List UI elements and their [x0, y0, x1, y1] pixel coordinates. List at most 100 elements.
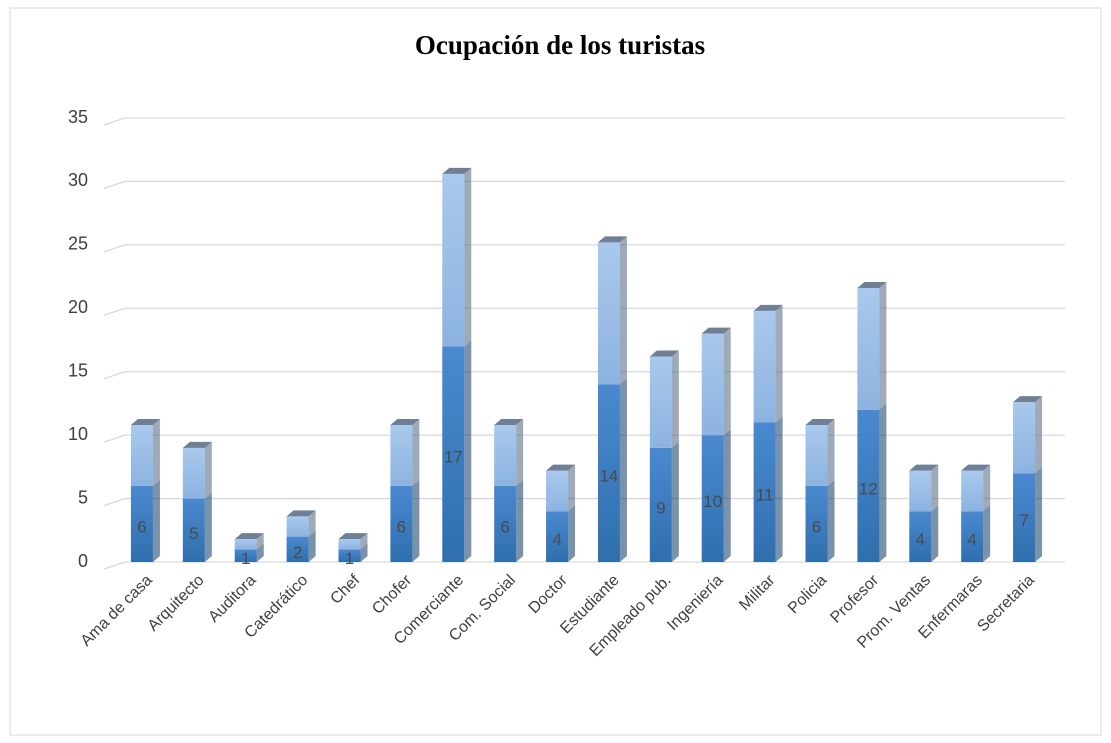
data-label: 14	[599, 467, 618, 486]
data-label: 9	[656, 498, 665, 517]
data-label: 11	[756, 486, 774, 505]
bar	[338, 539, 361, 550]
bar	[546, 470, 569, 512]
grid-line	[103, 117, 126, 126]
bar	[649, 356, 672, 448]
bar	[182, 447, 205, 499]
grid-line	[103, 371, 126, 380]
grid-line	[103, 561, 126, 570]
bar-side	[723, 429, 731, 562]
y-tick-label: 15	[68, 360, 88, 380]
chart-title: Ocupación de los turistas	[415, 30, 705, 60]
bar-side	[619, 378, 627, 562]
data-label: 6	[137, 517, 146, 536]
bar-top	[857, 281, 887, 288]
bar-side	[308, 510, 316, 537]
bar-side	[775, 304, 783, 423]
data-label: 12	[859, 479, 878, 498]
bar-side	[412, 418, 420, 486]
bar-side	[1035, 396, 1043, 474]
bar-side	[983, 464, 991, 512]
grid-line	[103, 434, 126, 443]
bar-side	[256, 533, 264, 550]
bar	[1013, 402, 1036, 474]
bar	[909, 470, 932, 512]
bar	[753, 422, 776, 562]
bar-side	[723, 327, 731, 436]
bar-side	[516, 418, 524, 486]
bar-top	[909, 464, 939, 471]
bar	[701, 435, 724, 562]
bar	[442, 173, 465, 347]
bar-side	[931, 464, 939, 512]
data-label: 7	[1019, 511, 1028, 530]
bar	[753, 310, 776, 423]
y-tick-label: 5	[78, 487, 88, 507]
bar-top	[234, 533, 264, 540]
y-tick-label: 10	[68, 424, 88, 444]
bar-side	[204, 441, 212, 499]
bar-side	[204, 492, 212, 562]
data-label: 5	[189, 524, 198, 543]
bar	[182, 498, 205, 562]
bar-side	[152, 418, 160, 486]
bar-side	[152, 479, 160, 562]
bar	[494, 485, 517, 562]
data-label: 17	[444, 448, 463, 467]
bar-side	[464, 340, 472, 562]
grid-line	[103, 497, 126, 507]
bar-side	[671, 350, 679, 448]
bar-side	[827, 418, 835, 486]
bar	[286, 516, 309, 537]
bar-side	[1035, 467, 1043, 562]
bar	[442, 346, 465, 562]
data-label: 6	[812, 517, 821, 536]
bar-side	[360, 543, 368, 562]
bar	[909, 511, 932, 562]
bar-top	[1013, 396, 1043, 403]
data-label: 4	[552, 530, 561, 549]
data-label: 10	[703, 492, 722, 511]
bar-side	[827, 479, 835, 562]
data-label: 1	[241, 549, 250, 568]
y-tick-label: 25	[68, 234, 88, 254]
bar-side	[619, 236, 627, 385]
bar-side	[412, 479, 420, 562]
bar	[805, 485, 828, 562]
bar	[390, 424, 413, 486]
data-label: 1	[345, 549, 354, 568]
bar-top	[961, 464, 991, 471]
data-label: 4	[916, 530, 925, 549]
bar-side	[516, 479, 524, 562]
bar-top	[130, 418, 160, 425]
bar-side	[879, 281, 887, 410]
bar-top	[805, 418, 835, 425]
bar-side	[879, 403, 887, 562]
bar-side	[360, 533, 368, 550]
bar	[130, 424, 153, 486]
bar	[961, 470, 984, 512]
bar-top	[649, 350, 679, 357]
y-tick-label: 20	[68, 297, 88, 317]
bar	[234, 539, 257, 550]
y-tick-label: 0	[78, 551, 88, 571]
data-label: 2	[293, 543, 302, 562]
bar-side	[568, 464, 576, 512]
bar-top	[753, 304, 783, 311]
data-label: 6	[397, 517, 406, 536]
bar	[857, 287, 880, 410]
bar-side	[256, 543, 264, 562]
bar-side	[775, 416, 783, 562]
bar-side	[983, 505, 991, 562]
bar	[338, 549, 361, 562]
data-label: 4	[967, 530, 976, 549]
bar-side	[568, 505, 576, 562]
bar-top	[597, 236, 627, 243]
bar-top	[286, 510, 316, 517]
bar-top	[546, 464, 576, 471]
bar-top	[442, 167, 472, 174]
bar-side	[671, 441, 679, 562]
grid-line	[103, 307, 126, 316]
bar	[961, 511, 984, 562]
